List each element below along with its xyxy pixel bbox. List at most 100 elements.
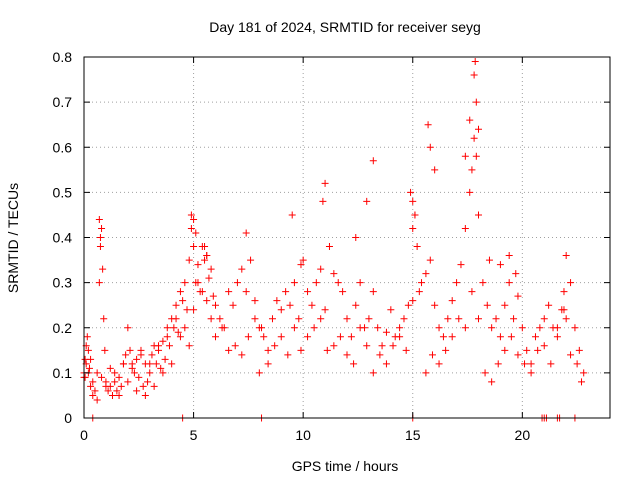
data-point [304, 288, 312, 296]
data-point [317, 265, 325, 273]
data-point [242, 288, 250, 296]
data-point [185, 256, 193, 264]
data-point [312, 279, 320, 287]
data-point [409, 224, 417, 232]
data-point [264, 346, 272, 354]
data-point [365, 315, 373, 323]
data-point [545, 301, 553, 309]
data-point [205, 274, 213, 282]
data-point [89, 378, 97, 386]
data-point [415, 288, 423, 296]
data-point [512, 270, 520, 278]
data-point [475, 315, 482, 323]
data-point [100, 315, 108, 323]
data-point [567, 279, 575, 287]
data-point [115, 391, 123, 399]
chart-title: Day 181 of 2024, SRMTID for receiver sey… [209, 19, 481, 35]
data-point [159, 369, 167, 377]
data-point [163, 324, 171, 332]
data-point [350, 360, 358, 368]
data-point [334, 279, 342, 287]
data-point [137, 351, 145, 359]
data-point [400, 315, 408, 323]
data-point [531, 333, 539, 341]
data-point [251, 297, 259, 305]
data-point [571, 324, 579, 332]
data-point [271, 342, 279, 350]
data-point [172, 315, 180, 323]
data-point [282, 288, 290, 296]
data-point [194, 261, 202, 269]
data-point [255, 369, 263, 377]
x-tick-labels: 0 5 10 15 20 [80, 427, 530, 443]
data-point [104, 387, 112, 395]
data-point [81, 355, 89, 363]
y-tick-label: 0.3 [53, 275, 73, 291]
data-point [387, 306, 395, 314]
grid-lines [84, 57, 610, 418]
data-point [95, 215, 103, 223]
data-point [431, 301, 439, 309]
data-point [83, 333, 91, 341]
data-point [185, 342, 193, 350]
data-point [115, 373, 123, 381]
data-point [148, 351, 156, 359]
data-point [117, 382, 125, 390]
data-point [201, 256, 209, 264]
y-tick-label: 0.2 [53, 320, 73, 336]
data-point [336, 333, 344, 341]
data-point [101, 346, 109, 354]
data-point [540, 315, 548, 323]
data-point [179, 297, 187, 305]
data-point [209, 292, 217, 300]
data-point [119, 360, 127, 368]
data-point [343, 351, 351, 359]
data-point [113, 387, 121, 395]
data-point [323, 346, 331, 354]
data-point [488, 378, 496, 386]
data-point [102, 382, 110, 390]
data-point [492, 315, 500, 323]
data-point [155, 342, 163, 350]
data-point [203, 252, 211, 260]
data-point [481, 369, 489, 377]
data-point [157, 364, 165, 372]
data-point [218, 324, 226, 332]
data-point [268, 315, 276, 323]
data-point [402, 346, 410, 354]
data-point [514, 351, 522, 359]
data-point [369, 369, 377, 377]
data-point [518, 324, 526, 332]
data-point [505, 252, 513, 260]
data-point [472, 152, 480, 160]
data-point [448, 297, 456, 305]
data-point [567, 351, 575, 359]
data-point [382, 328, 390, 336]
data-point [479, 279, 487, 287]
data-point [258, 324, 266, 332]
data-point [343, 315, 351, 323]
data-point [369, 288, 377, 296]
data-point [172, 301, 180, 309]
data-point [536, 324, 544, 332]
data-point [442, 346, 450, 354]
data-point [496, 333, 504, 341]
data-point [159, 337, 167, 345]
data-point [152, 360, 160, 368]
data-point [514, 292, 522, 300]
data-point [488, 324, 496, 332]
data-point [161, 355, 169, 363]
data-point [560, 306, 568, 314]
data-point [146, 369, 154, 377]
data-point [98, 373, 106, 381]
data-point [91, 387, 99, 395]
data-point [194, 279, 202, 287]
y-tick-label: 0.1 [53, 365, 73, 381]
data-point [84, 346, 92, 354]
data-point [424, 121, 432, 129]
data-point [540, 342, 548, 350]
data-point [89, 391, 97, 399]
data-point [404, 301, 412, 309]
data-point [496, 261, 504, 269]
